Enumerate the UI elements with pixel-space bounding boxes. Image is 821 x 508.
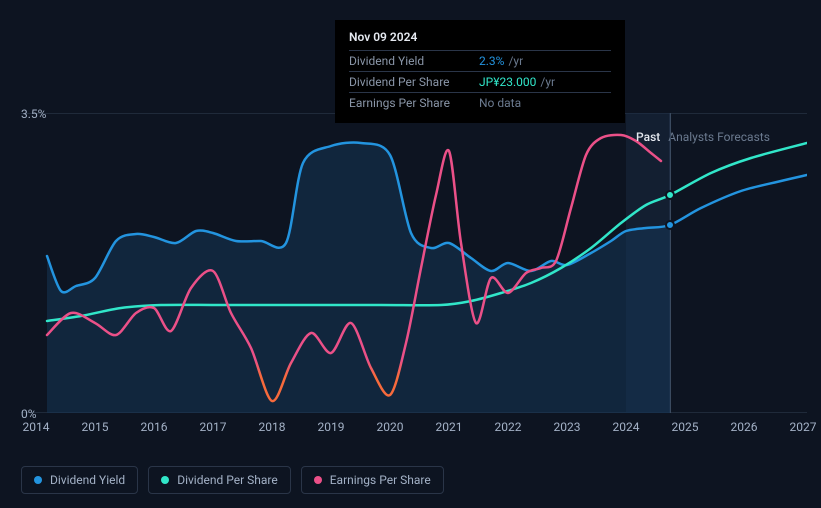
- series-marker: [665, 220, 675, 230]
- legend-dot-icon: [161, 476, 169, 484]
- y-axis-max: 3.5%: [21, 107, 46, 121]
- chart-area[interactable]: [21, 113, 807, 413]
- tooltip-row: Dividend Yield2.3% /yr: [349, 50, 611, 71]
- legend: Dividend Yield Dividend Per Share Earnings…: [21, 466, 444, 494]
- x-tick: 2020: [377, 420, 404, 434]
- x-tick: 2026: [731, 420, 758, 434]
- forecast-label: Analysts Forecasts: [668, 130, 770, 144]
- past-label: Past: [636, 130, 660, 144]
- tooltip-date: Nov 09 2024: [349, 30, 611, 44]
- x-tick: 2024: [613, 420, 640, 434]
- x-tick: 2027: [790, 420, 817, 434]
- x-tick: 2023: [554, 420, 581, 434]
- x-tick: 2025: [672, 420, 699, 434]
- x-tick: 2022: [495, 420, 522, 434]
- tooltip-metric-label: Dividend Yield: [349, 54, 479, 68]
- tooltip-row: Earnings Per ShareNo data: [349, 92, 611, 113]
- legend-dot-icon: [314, 476, 322, 484]
- tooltip-metric-value: 2.3%: [479, 54, 504, 68]
- y-axis-min: 0%: [21, 407, 37, 421]
- tooltip-metric-unit: /yr: [508, 54, 523, 68]
- tooltip-crosshair: [670, 113, 671, 413]
- region-labels: Past Analysts Forecasts: [636, 130, 770, 144]
- legend-label: Earnings Per Share: [330, 473, 431, 487]
- legend-label: Dividend Per Share: [177, 473, 278, 487]
- tooltip-metric-label: Earnings Per Share: [349, 96, 479, 110]
- x-tick: 2019: [318, 420, 345, 434]
- x-tick: 2014: [23, 420, 50, 434]
- legend-dot-icon: [34, 476, 42, 484]
- tooltip: Nov 09 2024 Dividend Yield2.3%/yrDividen…: [335, 20, 625, 123]
- tooltip-metric-value: JP¥23.000: [479, 75, 536, 89]
- tooltip-metric-unit: /yr: [540, 75, 555, 89]
- tooltip-row: Dividend Per ShareJP¥23.000/yr: [349, 71, 611, 92]
- tooltip-metric-label: Dividend Per Share: [349, 75, 479, 89]
- x-axis: 2014 2015 2016 2017 2018 2019 2020 2021 2022 2023…: [21, 420, 807, 440]
- tooltip-metric-value: No data: [479, 96, 521, 110]
- x-tick: 2015: [82, 420, 109, 434]
- x-tick: 2021: [436, 420, 463, 434]
- legend-item[interactable]: Earnings Per Share: [301, 466, 444, 494]
- legend-item[interactable]: Dividend Yield: [21, 466, 138, 494]
- legend-label: Dividend Yield: [50, 473, 125, 487]
- series-marker: [665, 190, 675, 200]
- legend-item[interactable]: Dividend Per Share: [148, 466, 291, 494]
- x-tick: 2017: [200, 420, 227, 434]
- x-tick: 2018: [259, 420, 286, 434]
- x-tick: 2016: [141, 420, 168, 434]
